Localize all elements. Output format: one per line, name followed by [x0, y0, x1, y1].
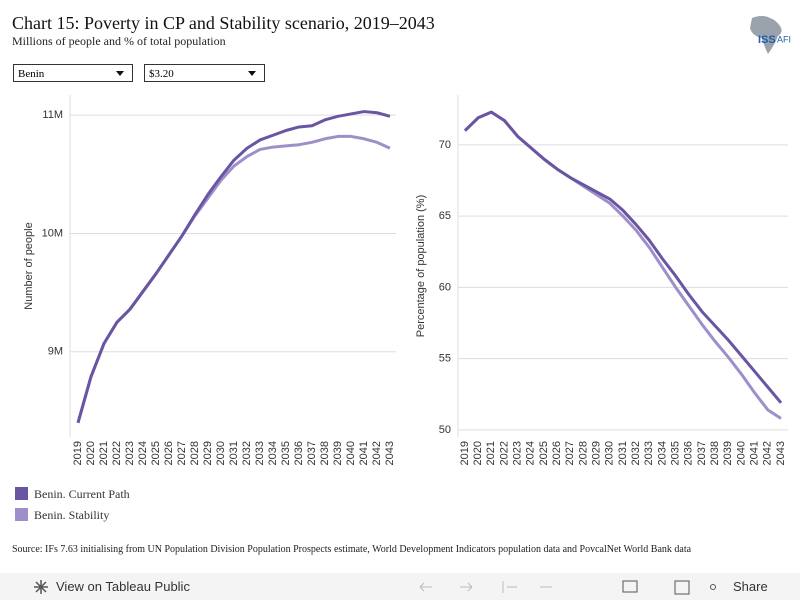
y-tick-label: 60 [439, 281, 451, 293]
x-tick-label: 2031 [228, 441, 240, 465]
toolbar: View on Tableau Public Share [0, 573, 800, 600]
x-tick-label: 2039 [332, 441, 344, 465]
x-tick-label: 2034 [656, 441, 668, 465]
x-tick-label: 2043 [384, 441, 396, 465]
x-tick-label: 2037 [696, 441, 708, 465]
x-tick-label: 2021 [98, 441, 110, 465]
x-tick-label: 2026 [163, 441, 175, 465]
x-tick-label: 2031 [617, 441, 629, 465]
x-tick-label: 2023 [512, 441, 524, 465]
series-line [76, 134, 391, 424]
y-tick-label: 11M [42, 109, 63, 121]
y-axis-label: Number of people [23, 222, 35, 309]
x-tick-label: 2027 [176, 441, 188, 465]
toolbar-icons [419, 580, 716, 595]
x-tick-label: 2035 [670, 441, 682, 465]
y-tick-label: 65 [439, 210, 451, 222]
x-tick-label: 2029 [202, 441, 214, 465]
x-tick-label: 2023 [124, 441, 136, 465]
x-tick-label: 2038 [319, 441, 331, 465]
y-tick-label: 9M [48, 346, 63, 358]
redo-icon[interactable] [460, 582, 473, 592]
x-tick-label: 2032 [241, 441, 253, 465]
series-line [76, 110, 391, 424]
share-button[interactable]: Share [733, 579, 768, 594]
logo-sub: AFI [777, 34, 791, 44]
x-tick-label: 2022 [111, 441, 123, 465]
x-tick-label: 2041 [749, 441, 761, 465]
logo-text: ISS [758, 34, 776, 46]
x-tick-label: 2035 [280, 441, 292, 465]
download-icon[interactable] [622, 580, 638, 593]
x-tick-label: 2036 [293, 441, 305, 465]
x-tick-label: 2021 [485, 441, 497, 465]
x-tick-label: 2020 [472, 441, 484, 465]
x-tick-label: 2028 [189, 441, 201, 465]
x-tick-label: 2033 [254, 441, 266, 465]
subtitle: Millions of people and % of total popula… [12, 34, 226, 48]
y-tick-label: 50 [439, 424, 451, 436]
x-tick-label: 2029 [591, 441, 603, 465]
x-tick-label: 2040 [735, 441, 747, 465]
x-tick-label: 2034 [267, 441, 279, 465]
source: Source: IFs 7.63 initialising from UN Po… [12, 544, 692, 555]
x-tick-label: 2036 [683, 441, 695, 465]
title: Chart 15: Poverty in CP and Stability sc… [12, 13, 435, 33]
x-tick-label: 2033 [643, 441, 655, 465]
threshold-dropdown[interactable]: $3.20 [144, 64, 265, 82]
country-dropdown[interactable]: Benin [13, 64, 133, 82]
series-line [463, 110, 783, 404]
x-tick-label: 2032 [630, 441, 642, 465]
undo-icon[interactable] [419, 582, 432, 592]
x-tick-label: 2025 [538, 441, 550, 465]
tableau-icon [34, 580, 48, 594]
x-tick-label: 2026 [551, 441, 563, 465]
x-tick-label: 2025 [150, 441, 162, 465]
y-tick-label: 70 [439, 139, 451, 151]
legend-label: Benin. Stability [34, 508, 109, 522]
x-tick-label: 2019 [72, 441, 84, 465]
x-tick-label: 2028 [577, 441, 589, 465]
series-line [463, 110, 782, 420]
y-axis-label: Percentage of population (%) [415, 195, 427, 337]
x-tick-label: 2043 [775, 441, 787, 465]
africa-icon [750, 16, 782, 54]
x-tick-label: 2020 [85, 441, 97, 465]
y-tick-label: 10M [42, 227, 63, 239]
x-tick-label: 2037 [306, 441, 318, 465]
x-tick-label: 2022 [498, 441, 510, 465]
x-tick-label: 2024 [137, 441, 149, 465]
x-tick-label: 2024 [525, 441, 537, 465]
legend-swatch [15, 508, 28, 521]
logo: ISS AFI [750, 16, 791, 54]
x-tick-label: 2027 [564, 441, 576, 465]
legend-label: Benin. Current Path [34, 487, 130, 501]
view-link[interactable]: View on Tableau Public [56, 579, 190, 594]
x-tick-label: 2030 [215, 441, 227, 465]
x-tick-label: 2042 [762, 441, 774, 465]
fullscreen-icon[interactable] [674, 580, 690, 595]
x-tick-label: 2040 [345, 441, 357, 465]
share-icon[interactable] [710, 584, 716, 590]
x-tick-label: 2038 [709, 441, 721, 465]
x-tick-label: 2019 [459, 441, 471, 465]
x-tick-label: 2041 [358, 441, 370, 465]
legend-swatch [15, 487, 28, 500]
x-tick-label: 2030 [604, 441, 616, 465]
x-tick-label: 2042 [371, 441, 383, 465]
y-tick-label: 55 [439, 353, 451, 365]
revert-icon[interactable] [502, 581, 517, 593]
x-tick-label: 2039 [722, 441, 734, 465]
